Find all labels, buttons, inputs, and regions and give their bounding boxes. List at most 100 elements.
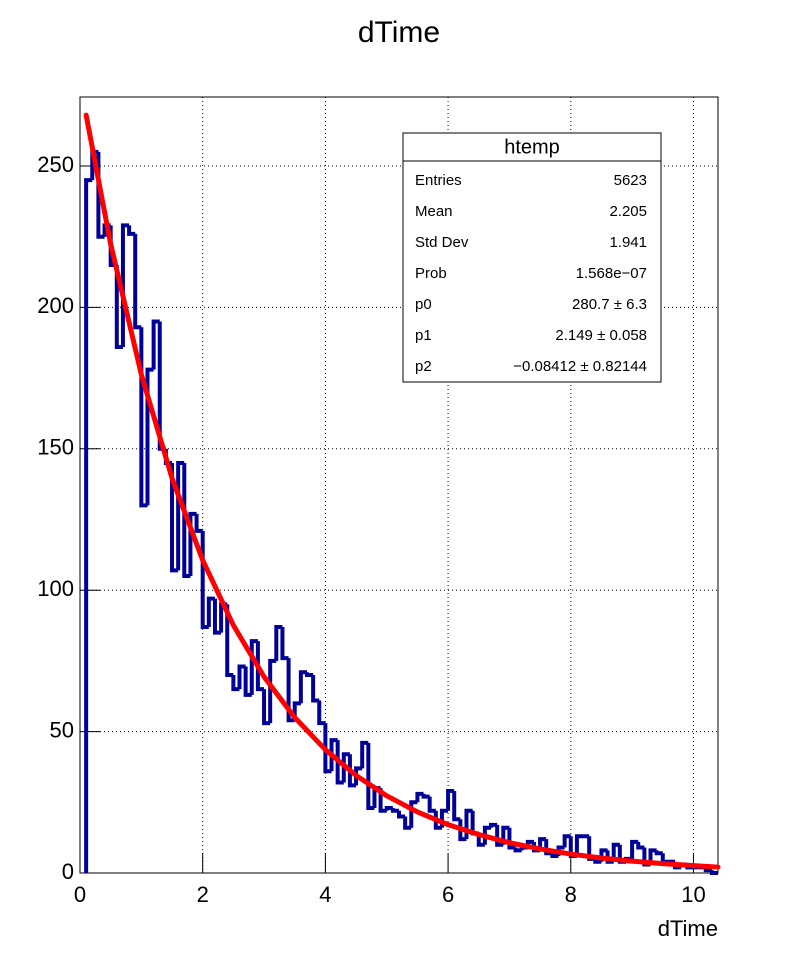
histogram-bin — [360, 740, 369, 769]
stats-value: 1.941 — [609, 234, 647, 251]
histogram-bin — [127, 225, 136, 236]
histogram-bin — [654, 850, 663, 856]
histogram-bin — [593, 858, 602, 864]
histogram-bin — [317, 700, 326, 726]
histogram-bin — [709, 870, 718, 875]
histogram-bin — [145, 367, 154, 506]
histogram-bin — [507, 827, 516, 850]
histogram-bin — [421, 793, 430, 799]
histogram-bin — [544, 839, 553, 856]
histogram-bin — [255, 641, 265, 692]
histogram-bin — [335, 740, 344, 785]
chart-title: dTime — [358, 16, 440, 49]
stats-value: 2.149 ± 0.058 — [555, 327, 647, 344]
histogram-bin — [427, 796, 436, 813]
x-tick-label: 8 — [565, 882, 577, 907]
histogram-bin — [611, 842, 620, 862]
histogram-bin — [139, 327, 148, 508]
histogram-bin — [384, 805, 393, 811]
x-tick-label: 0 — [74, 882, 86, 907]
histogram-bin — [304, 672, 314, 678]
stats-label: Mean — [415, 203, 453, 220]
histogram-bin — [280, 626, 289, 661]
stats-value: 2.205 — [609, 203, 647, 220]
histogram-bin — [636, 841, 645, 850]
histogram-bin — [397, 810, 406, 819]
histogram-bin — [243, 666, 252, 697]
stats-label: Prob — [415, 265, 447, 282]
histogram-bin — [403, 816, 412, 830]
histogram-bin — [298, 670, 307, 704]
histogram-bin — [262, 689, 271, 726]
histogram-bin — [237, 664, 246, 690]
histogram-bin — [188, 511, 197, 577]
histogram-bin — [114, 264, 123, 349]
histogram-bin — [630, 839, 639, 859]
stats-label: p1 — [415, 327, 432, 344]
histogram-bin — [495, 824, 504, 847]
histogram-bin — [274, 624, 283, 661]
histogram-bin — [446, 788, 455, 811]
histogram-bin — [206, 596, 215, 627]
histogram-bin — [323, 723, 332, 774]
histogram-bin — [151, 319, 160, 370]
histogram-bin — [329, 738, 338, 772]
y-tick-label: 0 — [62, 859, 74, 884]
stats-value: 5623 — [614, 172, 647, 189]
histogram-bin — [84, 178, 93, 873]
histogram-bin — [409, 800, 418, 828]
histogram-bin — [489, 822, 498, 828]
histogram-bin — [366, 742, 375, 810]
histogram-bin — [170, 462, 179, 573]
x-tick-label: 10 — [681, 882, 705, 907]
histogram-bin — [212, 598, 222, 635]
histogram-bin — [562, 834, 571, 848]
histogram-bin — [660, 853, 669, 864]
histogram-bin — [157, 321, 166, 451]
stats-label: Entries — [415, 172, 462, 189]
stats-title: htemp — [504, 136, 560, 158]
x-tick-label: 6 — [442, 882, 454, 907]
histogram-bin — [225, 604, 234, 678]
histogram-bin — [390, 807, 399, 813]
stats-box — [402, 132, 662, 383]
stats-label: p2 — [415, 358, 432, 375]
y-tick-label: 50 — [50, 717, 74, 742]
plot-frame — [79, 96, 719, 874]
x-tick-label: 4 — [319, 882, 331, 907]
histogram-bin — [452, 790, 461, 822]
stats-value: 1.568e−07 — [576, 265, 647, 282]
histogram-bin — [415, 791, 424, 803]
histogram-bin — [605, 850, 614, 864]
histogram-bin — [574, 834, 584, 857]
fit-curve — [83, 112, 721, 870]
histogram-bin — [470, 810, 479, 836]
histogram-bin — [311, 675, 320, 703]
histogram-bin — [176, 460, 185, 571]
stats-value: −0.08412 ± 0.82144 — [513, 358, 647, 375]
histogram-bin — [268, 658, 277, 724]
histogram-bin — [231, 675, 240, 692]
histogram-bin — [133, 233, 142, 330]
histogram-bin — [341, 752, 350, 783]
histogram-bin — [286, 658, 295, 723]
y-tick-label: 250 — [37, 152, 74, 177]
histogram-bin — [194, 513, 203, 533]
histogram-bin — [476, 833, 485, 847]
y-tick-label: 100 — [37, 576, 74, 601]
stats-value: 280.7 ± 6.3 — [572, 296, 647, 313]
histogram-bin — [550, 853, 559, 859]
stats-label: p0 — [415, 296, 432, 313]
histogram-bin — [513, 847, 522, 853]
histogram-bin — [354, 766, 363, 786]
histogram-bin — [458, 819, 467, 842]
histogram-bin — [482, 825, 492, 845]
x-axis-label: dTime — [658, 916, 718, 941]
histogram-bin — [648, 848, 657, 865]
histogram-bin — [249, 639, 258, 695]
stats-label: Std Dev — [415, 234, 469, 251]
y-tick-label: 200 — [37, 293, 74, 318]
y-tick-label: 150 — [37, 435, 74, 460]
